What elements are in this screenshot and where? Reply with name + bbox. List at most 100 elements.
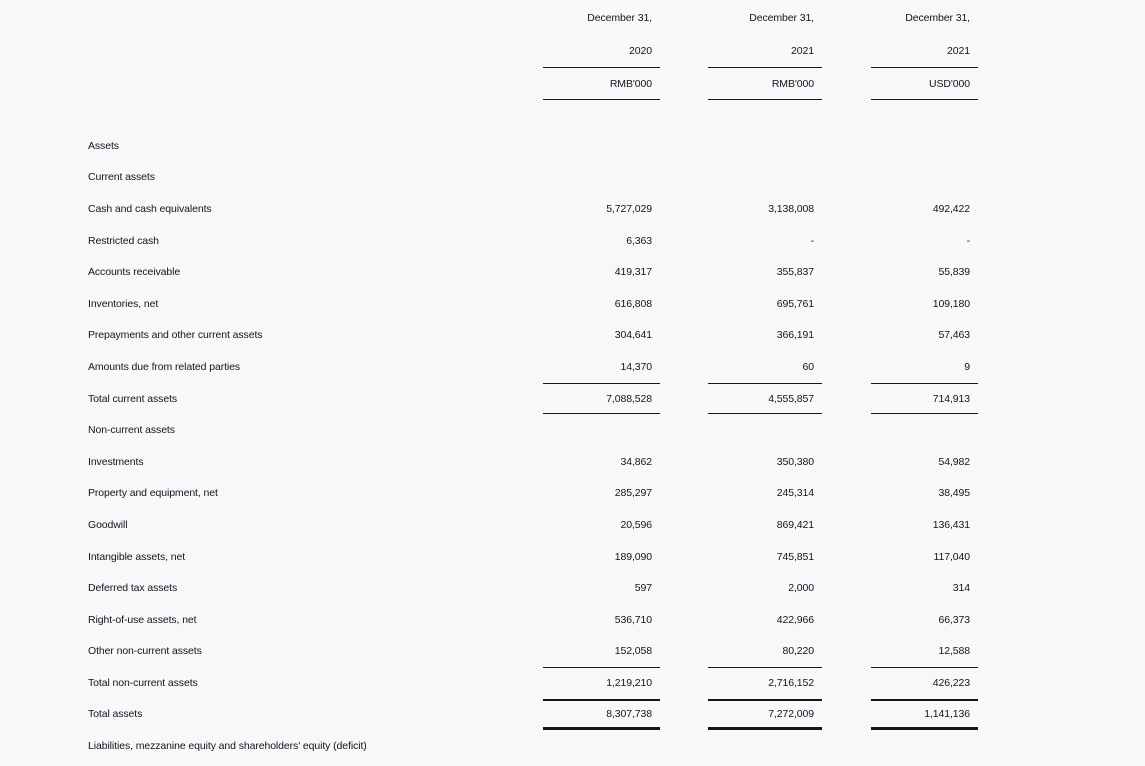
row-label: Total non-current assets bbox=[88, 676, 198, 689]
row-label: Inventories, net bbox=[88, 297, 159, 310]
table-row: Prepayments and other current assets 304,… bbox=[88, 320, 1145, 352]
cell-value: 57,463 bbox=[938, 329, 970, 342]
cell-value bbox=[871, 130, 978, 162]
table-body: Assets Current assets Cash and cash equiva… bbox=[88, 130, 1145, 762]
column-gap bbox=[822, 130, 871, 162]
header-period: December 31, bbox=[905, 12, 970, 24]
column-gap bbox=[822, 34, 871, 68]
table-row: Assets bbox=[88, 130, 1145, 162]
column-gap bbox=[822, 68, 871, 100]
cell-value bbox=[543, 730, 660, 762]
row-label: Accounts receivable bbox=[88, 266, 181, 279]
table-row: Inventories, net 616,808 695,761 109,180 bbox=[88, 288, 1145, 320]
column-gap bbox=[822, 193, 871, 225]
row-label: Property and equipment, net bbox=[88, 487, 218, 500]
table-row: Cash and cash equivalents 5,727,029 3,138,… bbox=[88, 193, 1145, 225]
header-year: 2021 bbox=[871, 34, 978, 68]
table-row: Total non-current assets 1,219,210 2,716,1… bbox=[88, 667, 1145, 699]
table-row: Total current assets 7,088,528 4,555,857 71… bbox=[88, 382, 1145, 415]
table-row: Investments 34,862 350,380 54,982 bbox=[88, 446, 1145, 478]
row-label: Investments bbox=[88, 455, 144, 468]
header-unit: RMB'000 bbox=[708, 68, 822, 100]
table-header-unit-row: RMB'000 RMB'000 USD'000 bbox=[88, 68, 1145, 100]
column-gap bbox=[660, 509, 708, 541]
column-gap bbox=[660, 288, 708, 320]
header-unit: USD'000 bbox=[871, 68, 978, 100]
column-gap bbox=[660, 414, 708, 446]
cell-value: 34,862 bbox=[620, 455, 652, 468]
column-gap bbox=[660, 667, 708, 699]
cell-value: 109,180 bbox=[932, 297, 970, 310]
row-label: Non-current assets bbox=[88, 424, 175, 437]
cell-value: 38,495 bbox=[938, 487, 970, 500]
column-gap bbox=[660, 256, 708, 288]
header-period: December 31, bbox=[587, 12, 652, 24]
row-label: Total assets bbox=[88, 708, 143, 721]
column-gap bbox=[822, 478, 871, 510]
header-label-spacer bbox=[88, 68, 543, 100]
row-label: Current assets bbox=[88, 171, 155, 184]
cell-value: 616,808 bbox=[614, 297, 652, 310]
cell-value: 189,090 bbox=[614, 550, 652, 563]
column-gap bbox=[660, 34, 708, 68]
column-gap bbox=[660, 320, 708, 352]
cell-value: 869,421 bbox=[776, 518, 814, 531]
cell-value: 12,588 bbox=[938, 645, 970, 658]
table-row: Current assets bbox=[88, 162, 1145, 194]
row-label: Goodwill bbox=[88, 518, 128, 531]
cell-value bbox=[708, 414, 822, 446]
cell-value: 117,040 bbox=[933, 550, 971, 563]
table-row: Goodwill 20,596 869,421 136,431 bbox=[88, 509, 1145, 541]
column-gap bbox=[822, 320, 871, 352]
table-row: Other non-current assets 152,058 80,220 12,… bbox=[88, 636, 1145, 668]
cell-value: 350,380 bbox=[776, 455, 814, 468]
cell-value bbox=[871, 162, 978, 194]
row-label: Liabilities, mezzanine equity and shareh… bbox=[88, 740, 367, 753]
table-row: Total assets 8,307,738 7,272,009 1,141,136 bbox=[88, 698, 1145, 731]
column-gap bbox=[660, 699, 708, 731]
column-gap bbox=[660, 162, 708, 194]
header-label-spacer bbox=[88, 34, 543, 68]
table-row: Non-current assets bbox=[88, 414, 1145, 446]
row-label: Right-of-use assets, net bbox=[88, 613, 197, 626]
table-header-period-row: December 31, December 31, December 31, bbox=[88, 2, 1145, 34]
header-year: 2020 bbox=[543, 34, 660, 68]
row-label: Restricted cash bbox=[88, 234, 159, 247]
header-period: December 31, bbox=[749, 12, 814, 24]
cell-value bbox=[871, 414, 978, 446]
table-row: Amounts due from related parties 14,370 60… bbox=[88, 351, 1145, 383]
column-gap bbox=[660, 636, 708, 668]
cell-value: 136,431 bbox=[932, 518, 970, 531]
cell-value: 314 bbox=[952, 582, 970, 595]
table-row: Restricted cash 6,363 - - bbox=[88, 225, 1145, 257]
cell-value: 14,370 bbox=[620, 360, 652, 373]
row-label: Total current assets bbox=[88, 392, 178, 405]
table-row: Right-of-use assets, net 536,710 422,966 66… bbox=[88, 604, 1145, 636]
column-gap bbox=[660, 730, 708, 762]
cell-value: 714,913 bbox=[871, 382, 978, 415]
column-gap bbox=[822, 351, 871, 383]
column-gap bbox=[822, 541, 871, 573]
cell-value bbox=[708, 130, 822, 162]
cell-value: 2,000 bbox=[788, 582, 814, 595]
cell-value: 80,220 bbox=[782, 645, 814, 658]
cell-value: 3,138,008 bbox=[768, 202, 814, 215]
column-gap bbox=[822, 414, 871, 446]
cell-value: 426,223 bbox=[871, 667, 978, 699]
cell-value bbox=[543, 162, 660, 194]
cell-value: 1,219,210 bbox=[543, 667, 660, 699]
column-gap bbox=[660, 193, 708, 225]
table-row: Deferred tax assets 597 2,000 314 bbox=[88, 572, 1145, 604]
column-gap bbox=[822, 699, 871, 731]
row-label: Assets bbox=[88, 139, 119, 152]
row-label: Deferred tax assets bbox=[88, 582, 178, 595]
column-gap bbox=[660, 383, 708, 415]
column-gap bbox=[660, 541, 708, 573]
column-gap bbox=[660, 478, 708, 510]
table-row: Property and equipment, net 285,297 245,31… bbox=[88, 478, 1145, 510]
row-label: Prepayments and other current assets bbox=[88, 329, 263, 342]
cell-value: 9 bbox=[964, 360, 970, 373]
column-gap bbox=[822, 2, 871, 34]
cell-value bbox=[543, 130, 660, 162]
